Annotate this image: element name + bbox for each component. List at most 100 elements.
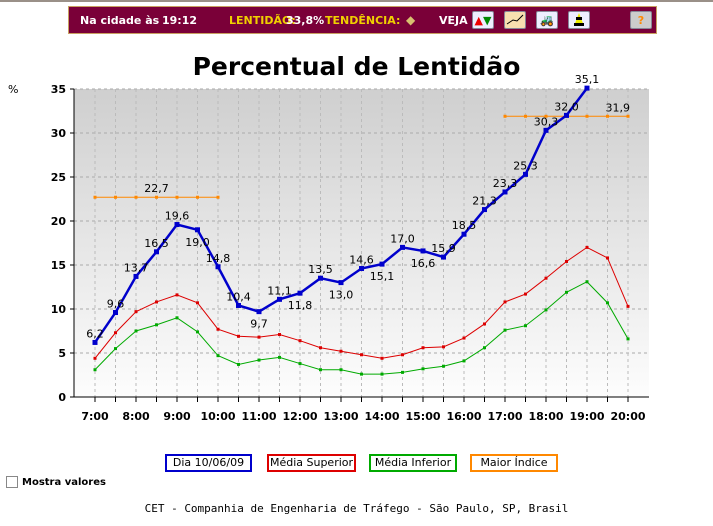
show-values-checkbox[interactable]: Mostra valores bbox=[6, 476, 106, 488]
data-point bbox=[606, 301, 609, 305]
data-point bbox=[297, 290, 303, 296]
cone-button[interactable] bbox=[568, 11, 590, 29]
line-chart: 0 5 10 15 20 25 30 35 7:00 8:00 9:00 10:00 11:00 12:0… bbox=[8, 73, 649, 423]
data-point bbox=[380, 372, 384, 376]
data-point bbox=[175, 293, 179, 297]
truck-button[interactable]: 🚜 bbox=[536, 11, 558, 29]
data-point bbox=[584, 85, 590, 91]
data-point bbox=[216, 195, 220, 199]
data-point bbox=[421, 346, 425, 350]
trend-diamond-icon: ◆ bbox=[406, 13, 416, 27]
data-label: 22,7 bbox=[144, 182, 169, 195]
data-point bbox=[401, 370, 404, 374]
up-arrow-icon: ▲ bbox=[474, 13, 483, 27]
data-label: 14,6 bbox=[349, 254, 374, 267]
data-point bbox=[134, 329, 138, 333]
data-point bbox=[585, 245, 589, 249]
legend-maior-indice: Maior Índice bbox=[470, 454, 558, 472]
data-point bbox=[626, 114, 630, 118]
data-point bbox=[215, 264, 221, 270]
data-point bbox=[442, 345, 445, 349]
plot-area bbox=[74, 89, 649, 397]
trend-arrows-button[interactable]: ▲ ▼ bbox=[472, 11, 494, 29]
data-point bbox=[195, 227, 200, 233]
legend-media-superior: Média Superior bbox=[267, 454, 356, 472]
legend-dia: Dia 10/06/09 bbox=[165, 454, 252, 472]
y-tick-label: 5 bbox=[58, 347, 66, 360]
data-label: 25,3 bbox=[513, 159, 538, 172]
data-point bbox=[626, 337, 630, 341]
data-point bbox=[483, 346, 486, 350]
help-button[interactable]: ? bbox=[630, 11, 652, 29]
y-tick-label: 0 bbox=[58, 391, 66, 404]
y-axis-label: % bbox=[8, 83, 18, 96]
data-point bbox=[277, 296, 282, 302]
data-label: 35,1 bbox=[575, 73, 600, 86]
data-point bbox=[544, 276, 548, 280]
data-point bbox=[523, 171, 528, 177]
data-point bbox=[585, 280, 589, 284]
lentidao-value: 33,8% bbox=[286, 14, 325, 27]
data-label: 13,5 bbox=[308, 263, 333, 276]
data-point bbox=[503, 300, 507, 304]
data-label: 14,8 bbox=[206, 252, 231, 265]
data-point bbox=[544, 308, 548, 312]
x-tick-label: 17:00 bbox=[487, 410, 522, 423]
y-tick-label: 15 bbox=[51, 259, 66, 272]
x-tick-label: 8:00 bbox=[122, 410, 150, 423]
data-label: 30,3 bbox=[534, 115, 559, 128]
data-point bbox=[401, 353, 404, 357]
data-label: 31,9 bbox=[606, 101, 631, 114]
footer: CET - Companhia de Engenharia de Tráfego… bbox=[144, 502, 569, 515]
data-point bbox=[565, 290, 568, 294]
x-tick-label: 7:00 bbox=[81, 410, 109, 423]
data-point bbox=[216, 354, 220, 358]
data-point bbox=[626, 304, 630, 308]
x-tick-label: 16:00 bbox=[446, 410, 481, 423]
data-point bbox=[544, 114, 548, 118]
data-label: 13,0 bbox=[329, 289, 354, 302]
data-point bbox=[359, 266, 364, 272]
data-point bbox=[585, 114, 589, 118]
data-point bbox=[339, 368, 343, 372]
y-tick-label: 30 bbox=[51, 127, 67, 140]
x-tick-label: 10:00 bbox=[200, 410, 235, 423]
data-point bbox=[134, 310, 138, 314]
x-tick-label: 18:00 bbox=[528, 410, 563, 423]
data-point bbox=[93, 356, 97, 360]
data-point bbox=[462, 336, 466, 340]
data-label: 16,6 bbox=[411, 257, 436, 270]
data-point bbox=[441, 254, 446, 260]
veja-label: VEJA : bbox=[439, 14, 476, 27]
x-tick-label: 9:00 bbox=[163, 410, 191, 423]
y-tick-label: 20 bbox=[51, 215, 67, 228]
data-point bbox=[503, 114, 507, 118]
graph-button[interactable] bbox=[504, 11, 526, 29]
data-label: 15,1 bbox=[370, 270, 395, 283]
data-point bbox=[564, 112, 569, 118]
data-label: 9,6 bbox=[107, 298, 125, 311]
data-point bbox=[379, 261, 385, 267]
truck-icon: 🚜 bbox=[540, 13, 554, 27]
data-point bbox=[114, 195, 117, 199]
status-bar: Na cidade às 19:12 LENTIDÃO: 33,8% TENDÊ… bbox=[68, 6, 657, 34]
data-point bbox=[462, 359, 466, 363]
data-point bbox=[360, 372, 363, 376]
data-label: 18,5 bbox=[452, 219, 477, 232]
data-label: 17,0 bbox=[390, 232, 415, 245]
data-point bbox=[606, 114, 609, 118]
top-border bbox=[0, 0, 713, 2]
data-point bbox=[482, 207, 487, 213]
data-point bbox=[236, 302, 241, 308]
data-label: 23,3 bbox=[493, 177, 518, 190]
down-arrow-icon: ▼ bbox=[483, 13, 492, 27]
data-point bbox=[565, 259, 568, 263]
data-point bbox=[318, 275, 323, 281]
data-point bbox=[339, 349, 343, 353]
x-tick-label: 11:00 bbox=[241, 410, 276, 423]
data-point bbox=[257, 335, 261, 339]
line-graph-icon bbox=[506, 14, 524, 25]
checkbox[interactable] bbox=[6, 476, 18, 488]
data-point bbox=[134, 195, 138, 199]
data-label: 11,8 bbox=[288, 299, 313, 312]
